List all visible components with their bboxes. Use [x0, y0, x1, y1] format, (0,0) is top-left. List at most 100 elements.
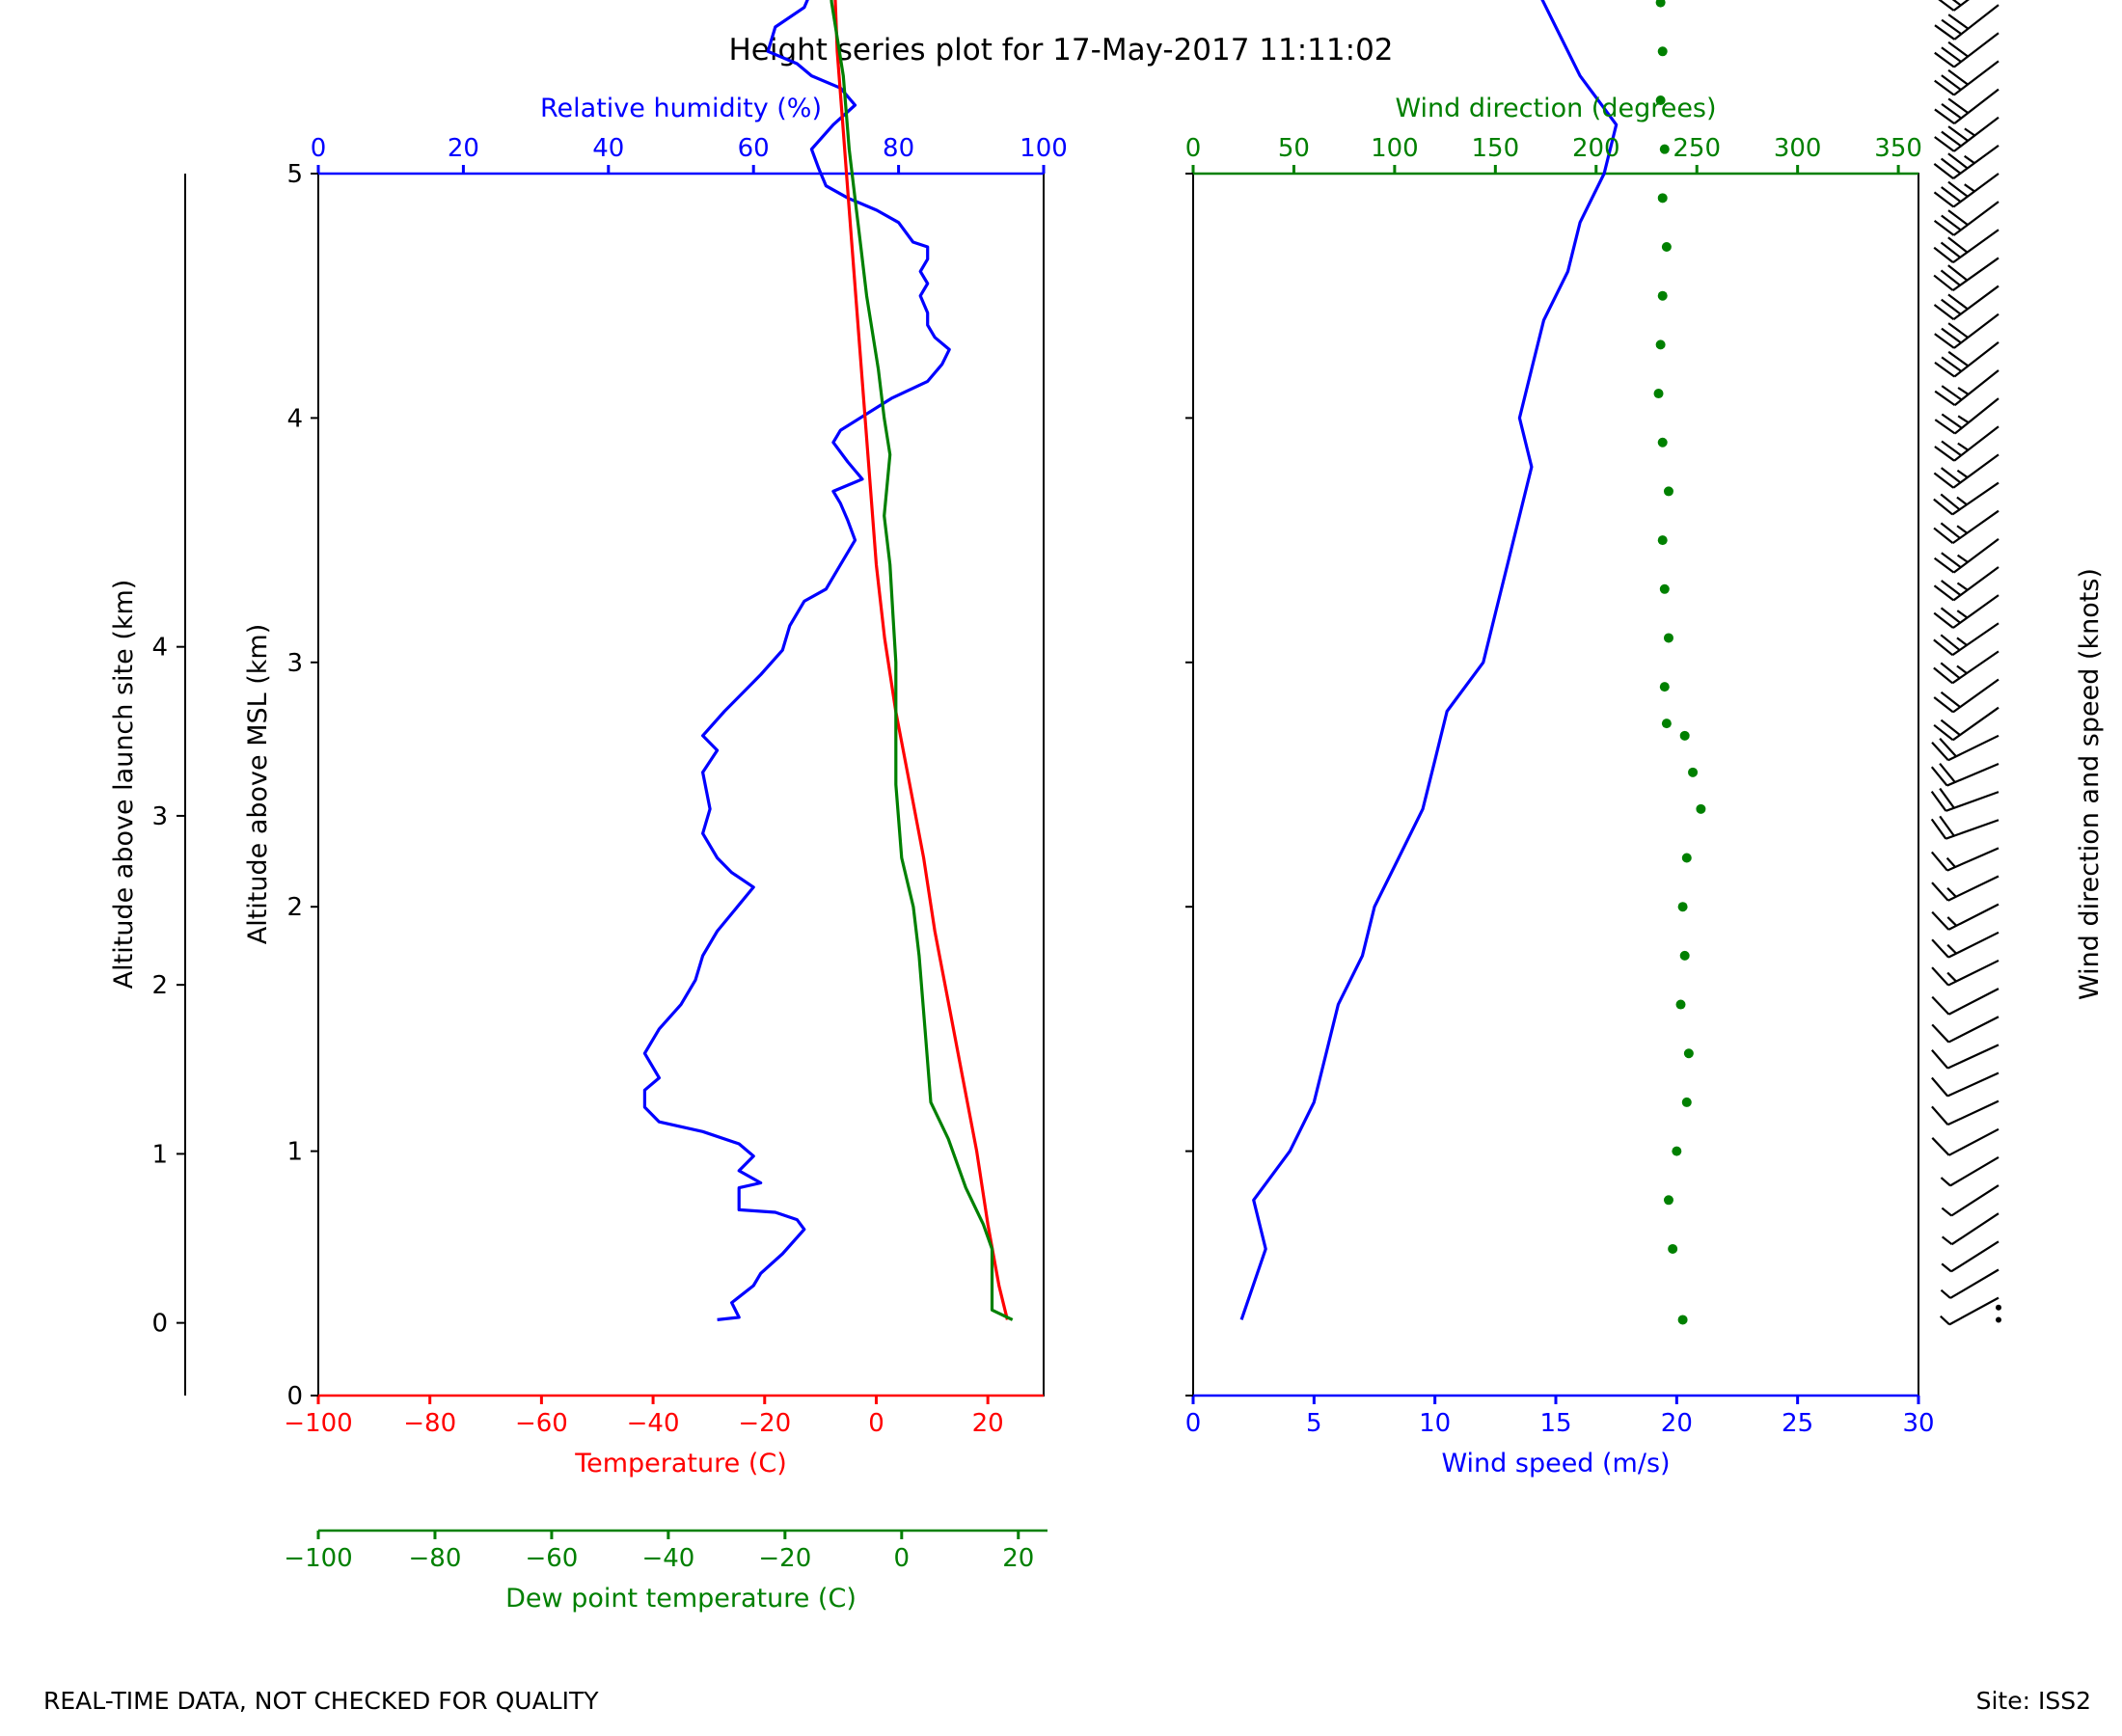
- temp-axis-label: Temperature (C): [574, 1449, 787, 1478]
- rh-tick-label: 60: [738, 134, 770, 163]
- wind-barb: [1931, 1071, 2000, 1098]
- rh-tick-label: 0: [311, 134, 327, 163]
- right-panel: 0 50 100 150 200 250 300 350 0 5 10 15 20 25 30: [1185, 0, 1935, 1438]
- dir-tick-label: 300: [1774, 134, 1822, 163]
- wind-barb: [1933, 453, 2000, 489]
- speed-tick-label: 20: [1661, 1409, 1693, 1438]
- wind-direction-point: [1668, 1243, 1678, 1254]
- wind-barb: [1931, 875, 2000, 902]
- rh-tick-label: 100: [1020, 134, 1068, 163]
- wind-direction-point: [1659, 682, 1670, 692]
- wind-barb: [1934, 369, 2000, 407]
- temp-tick-label: −80: [403, 1409, 456, 1438]
- wind-direction-point: [1675, 999, 1686, 1010]
- wind-barb: [1934, 425, 2000, 462]
- wind-barb: [1933, 706, 2000, 742]
- wind-direction-point: [1679, 950, 1690, 961]
- wind-barb: [1931, 1016, 2000, 1044]
- left-panel-ticks: 0 20 40 60 80 100−100 −80 −60 −40 −20 0 20−100 −80 −6…: [151, 134, 1067, 1573]
- wind-barb: [1930, 815, 2000, 840]
- wind-barb: [1938, 0, 1970, 12]
- wind-barbs: [1930, 0, 2001, 1326]
- wind-barb: [1940, 1296, 2000, 1326]
- launch-tick-label: 2: [151, 971, 168, 1000]
- wind-direction-point: [1677, 902, 1688, 912]
- wind-barb: [1941, 1240, 2000, 1273]
- dir-tick-label: 350: [1874, 134, 1922, 163]
- dew-tick-label: 0: [894, 1544, 911, 1573]
- wind-direction-point: [1663, 633, 1673, 643]
- wind-barb: [1931, 1044, 2000, 1070]
- dew-tick-label: −80: [409, 1544, 462, 1573]
- wind-direction-point: [1663, 1195, 1673, 1206]
- dew-tick-label: −100: [284, 1544, 352, 1573]
- wind-barb: [1930, 847, 2000, 872]
- wind-direction-point: [1683, 1048, 1694, 1059]
- speed-tick-label: 0: [1185, 1409, 1202, 1438]
- msl-tick-label: 1: [286, 1138, 303, 1167]
- msl-tick-label: 3: [286, 649, 303, 678]
- wind-barb: [1934, 116, 2000, 152]
- wind-direction-point: [1657, 193, 1668, 203]
- wind-direction-point: [1653, 389, 1664, 399]
- wind-barb: [1931, 959, 2000, 987]
- wind-direction-point: [1663, 486, 1673, 497]
- wind-barb: [1934, 397, 2000, 435]
- wind-barb: [1933, 566, 2000, 602]
- speed-tick-label: 30: [1902, 1409, 1934, 1438]
- wind-barb: [1933, 201, 2000, 236]
- wind-barb: [1933, 285, 2000, 321]
- wind-barb: [1933, 481, 2000, 516]
- wind-barb: [1934, 340, 2000, 378]
- speed-tick-label: 10: [1419, 1409, 1451, 1438]
- temp-tick-label: 0: [868, 1409, 884, 1438]
- dew-tick-label: −20: [758, 1544, 811, 1573]
- dewpoint-profile-line: [830, 0, 1014, 1321]
- calm-wind-marker: [1996, 1316, 2001, 1323]
- wind-barb: [1931, 903, 2000, 931]
- wind-direction-point: [1657, 535, 1668, 546]
- wind-direction-point: [1655, 0, 1666, 8]
- wind-barb: [1931, 734, 2000, 762]
- temp-tick-label: −100: [284, 1409, 352, 1438]
- launch-tick-label: 0: [151, 1310, 168, 1339]
- quality-note: REAL-TIME DATA, NOT CHECKED FOR QUALITY: [43, 1687, 599, 1715]
- wind-direction-point: [1672, 1146, 1682, 1156]
- rh-tick-label: 80: [883, 134, 914, 163]
- wind-direction-point: [1679, 730, 1690, 741]
- wind-barb: [1934, 32, 2000, 68]
- dew-tick-label: −60: [525, 1544, 578, 1573]
- wind-direction-point: [1688, 767, 1699, 777]
- wind-barb: [1940, 1155, 2000, 1187]
- wind-barb: [1933, 509, 2000, 545]
- rh-axis-label: Relative humidity (%): [540, 94, 822, 123]
- site-label: Site: ISS2: [1976, 1687, 2091, 1715]
- wind-barb: [1933, 594, 2000, 629]
- wind-barb: [1941, 1184, 2000, 1217]
- wind-direction-point: [1655, 339, 1666, 350]
- wind-barb: [1940, 1268, 2000, 1299]
- dir-tick-label: 200: [1572, 134, 1620, 163]
- wind-barb: [1930, 762, 2000, 787]
- wind-barb: [1934, 4, 2000, 41]
- wind-barb: [1933, 173, 2000, 208]
- launch-tick-label: 4: [151, 634, 168, 663]
- rh-tick-label: 20: [448, 134, 479, 163]
- wind-barb: [1933, 229, 2000, 264]
- temp-tick-label: −20: [738, 1409, 791, 1438]
- wind-direction-point: [1659, 583, 1670, 594]
- temp-tick-label: −60: [515, 1409, 568, 1438]
- speed-tick-label: 25: [1782, 1409, 1813, 1438]
- wind-barb: [1933, 678, 2000, 714]
- wind-barb: [1934, 88, 2000, 124]
- wind-speed-line: [1239, 0, 1619, 1320]
- wind-barb: [1931, 988, 2000, 1016]
- temp-tick-label: 20: [972, 1409, 1004, 1438]
- rh-tick-label: 40: [592, 134, 624, 163]
- left-panel: 0 20 40 60 80 100−100 −80 −60 −40 −20 0 20−100 −80 −6…: [151, 0, 1068, 1573]
- launch-tick-label: 3: [151, 802, 168, 831]
- wind-direction-point: [1677, 1315, 1688, 1325]
- launch-tick-label: 1: [151, 1140, 168, 1169]
- rh-profile-line: [642, 0, 951, 1321]
